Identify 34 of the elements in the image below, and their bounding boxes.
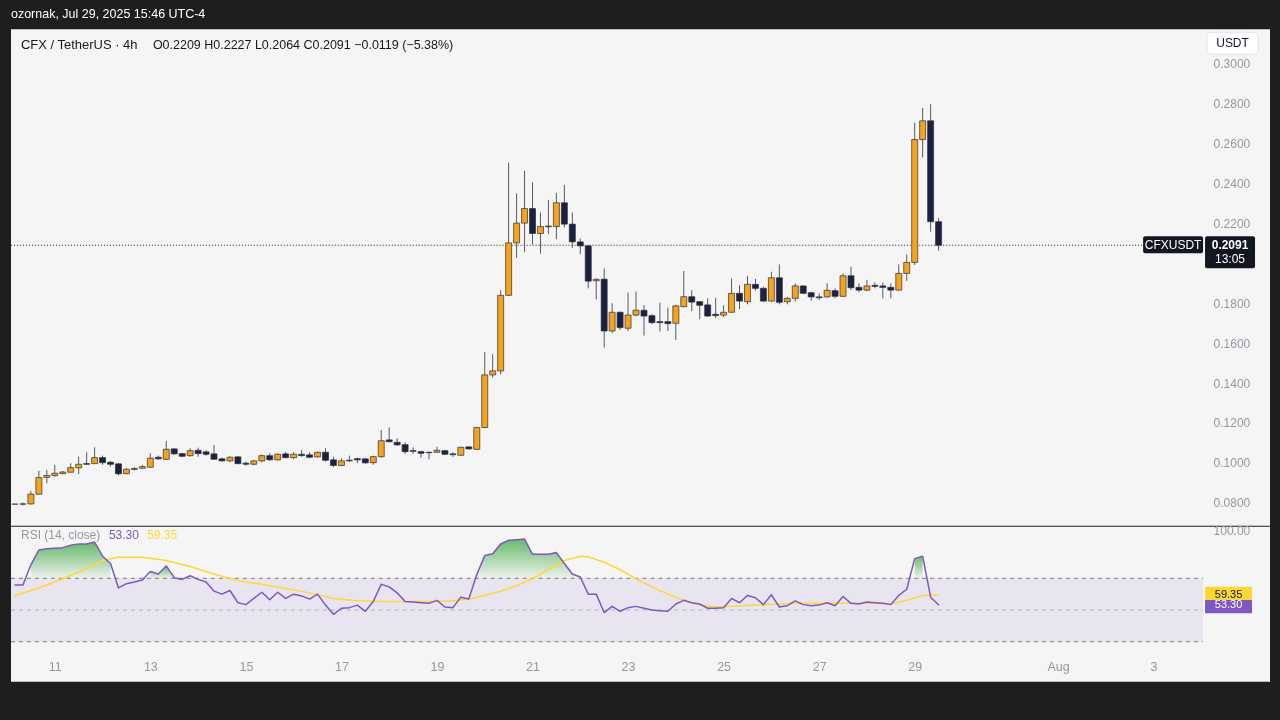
text: CFX / TetherUS · 4h	[20, 37, 138, 53]
y-tick-label: 100.00	[1213, 524, 1251, 539]
x-tick-label: 3	[1150, 660, 1158, 675]
x-tick-label: 27	[812, 660, 827, 675]
y-tick-label: 0.0800	[1213, 496, 1251, 511]
y-tick-label: 0.1000	[1213, 456, 1251, 471]
y-tick-label: 0.1600	[1213, 336, 1251, 351]
x-tick-label: 23	[621, 660, 636, 675]
x-tick-label: 11	[48, 660, 62, 675]
y-tick-label: 0.2200	[1213, 217, 1251, 232]
series-label: 59.35	[147, 527, 178, 542]
x-tick-label: 19	[430, 660, 445, 675]
y-axis-title: USDT	[1216, 36, 1250, 51]
y-tick-label: 0.2400	[1213, 177, 1251, 192]
x-tick-label: 13	[143, 660, 158, 675]
y-tick-label: 0.2600	[1213, 137, 1251, 152]
ref-line-label: 0.2091	[1211, 238, 1249, 253]
x-tick-label: 15	[239, 660, 254, 675]
x-tick-label: 29	[908, 660, 923, 675]
x-tick-label: 17	[334, 660, 349, 675]
x-tick-label: 25	[717, 660, 732, 675]
annotation: O0.2209 H0.2227 L0.2064 C0.2091 −0.0119 (−5.38%)	[152, 38, 454, 53]
y-tick-label: 0.1200	[1213, 416, 1251, 431]
x-tick-label: Aug	[1047, 660, 1070, 675]
annotation: CFXUSDT	[1144, 238, 1203, 253]
text: ozornak, Jul 29, 2025 15:46 UTC-4	[10, 7, 206, 22]
y-tick-label: 0.1800	[1213, 296, 1251, 311]
annotation: 13:05	[1215, 252, 1246, 267]
y-tick-label: 0.1400	[1213, 376, 1251, 391]
x-tick-label: 21	[526, 660, 541, 675]
series-label: 53.30	[108, 527, 140, 542]
y-tick-label: 0.3000	[1213, 57, 1251, 72]
chart-title: RSI (14, close)	[20, 527, 101, 542]
y-tick-label: 0.2800	[1213, 97, 1251, 112]
